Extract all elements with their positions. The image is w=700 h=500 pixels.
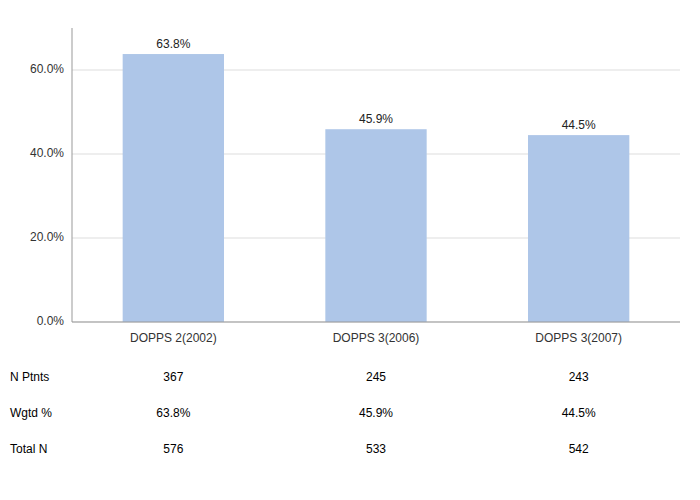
data-label: 63.8%: [156, 37, 190, 51]
table-row-label: Total N: [10, 442, 47, 456]
bars: [123, 54, 630, 322]
table-cell: 576: [163, 442, 183, 456]
table-cell: 533: [366, 442, 386, 456]
x-axis-line: [72, 322, 680, 323]
table-row-label: N Ptnts: [10, 370, 49, 384]
y-tick-label: 0.0%: [37, 314, 65, 328]
table-cell: 367: [163, 370, 183, 384]
bar: [123, 54, 224, 322]
data-label: 45.9%: [359, 112, 393, 126]
bar: [325, 129, 426, 322]
bar: [528, 135, 629, 322]
table-cell: 542: [569, 442, 589, 456]
grid-line: [72, 322, 680, 323]
y-axis-line: [72, 28, 73, 322]
table-cell: 45.9%: [359, 406, 393, 420]
table-row-label: Wgtd %: [10, 406, 52, 420]
data-label: 44.5%: [562, 118, 596, 132]
x-tick-label: DOPPS 3(2006): [333, 331, 420, 345]
y-tick-label: 20.0%: [30, 230, 64, 244]
chart: 0.0% 20.0% 40.0% 60.0% 63.8% 45.9% 44.5% DOPPS …: [0, 0, 700, 500]
table-cell: 245: [366, 370, 386, 384]
x-tick-label: DOPPS 3(2007): [535, 331, 622, 345]
table-cell: 44.5%: [562, 406, 596, 420]
y-tick-label: 40.0%: [30, 146, 64, 160]
table-cell: 243: [569, 370, 589, 384]
y-tick-label: 60.0%: [30, 62, 64, 76]
table-cell: 63.8%: [156, 406, 190, 420]
x-tick-label: DOPPS 2(2002): [130, 331, 217, 345]
